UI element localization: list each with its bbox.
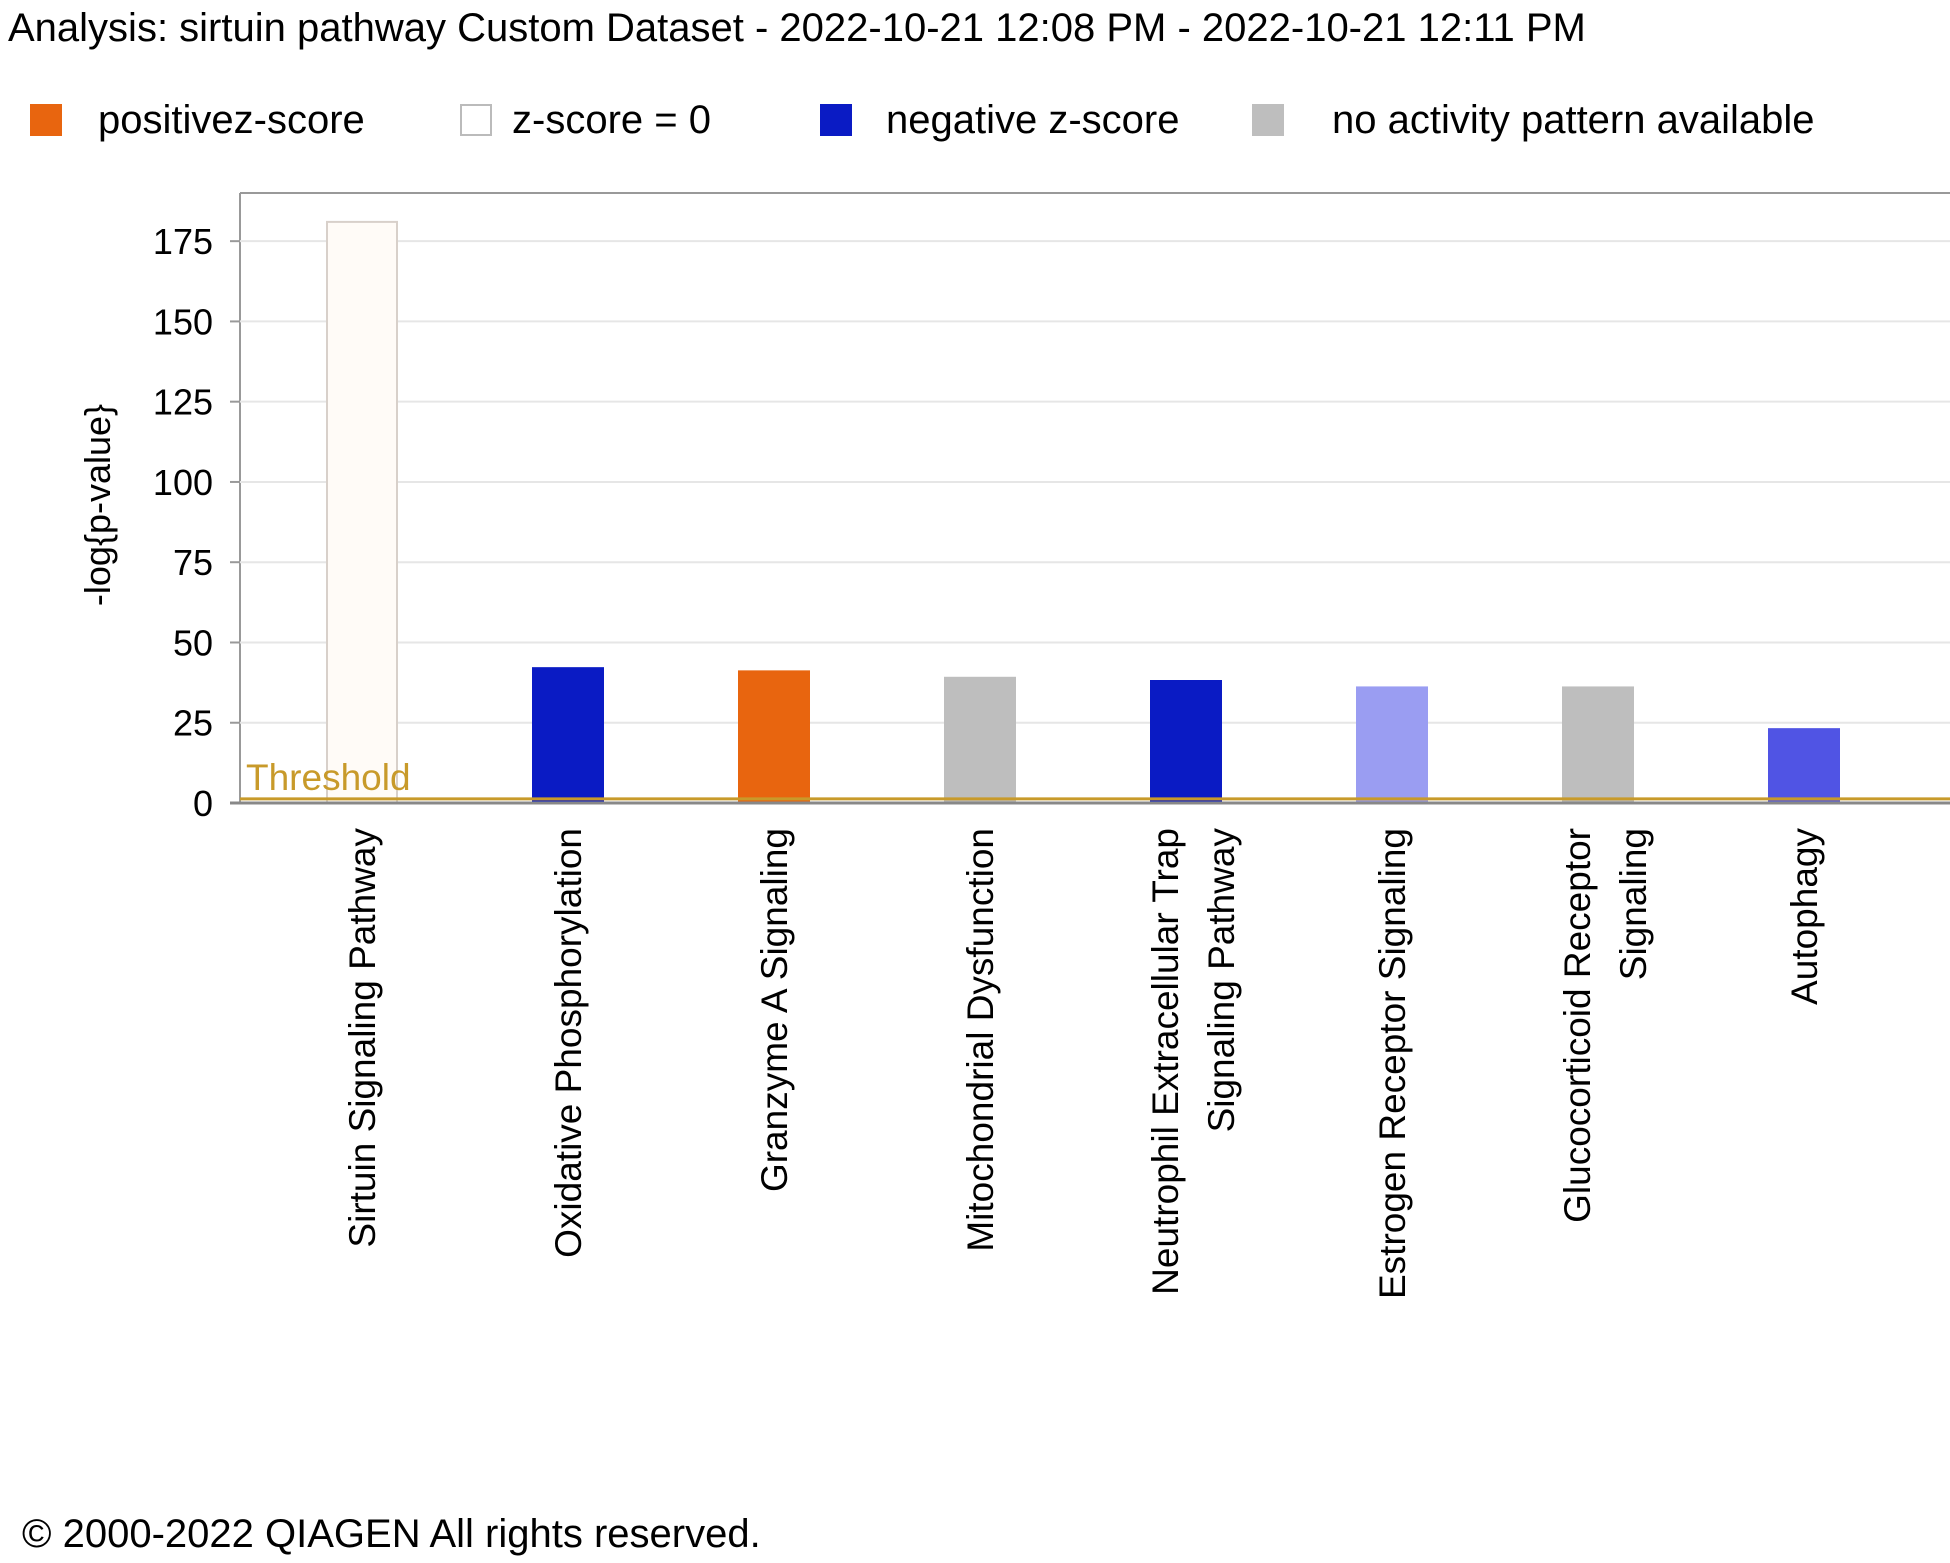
x-category-label: Estrogen Receptor Signaling — [1372, 828, 1413, 1299]
y-tick-label: 25 — [173, 703, 213, 744]
x-category-label: Mitochondrial Dysfunction — [960, 828, 1001, 1252]
bar — [1356, 686, 1428, 805]
legend-swatch-zero — [460, 104, 492, 136]
bar — [738, 670, 810, 804]
x-category-label-line: Neutrophil Extracellular Trap — [1145, 828, 1186, 1295]
x-category-label: Sirtuin Signaling Pathway — [342, 828, 383, 1248]
legend-label-negative: negative z-score — [886, 98, 1180, 142]
y-axis-label: -log{p-value} — [77, 404, 118, 606]
x-category-label: Oxidative Phosphorylation — [548, 828, 589, 1258]
bar-chart: 0 25 50 75 100 125 150 175 -log{p-value} Sirtuin … — [77, 192, 1950, 1299]
y-tick-label: 175 — [153, 221, 213, 262]
x-category-label-line: Sirtuin Signaling Pathway — [342, 828, 383, 1248]
x-category-label-line: Signaling Pathway — [1201, 828, 1242, 1133]
legend-swatch-negative — [820, 104, 852, 136]
y-tick-label: 50 — [173, 622, 213, 663]
legend-label-no-pattern: no activity pattern available — [1332, 98, 1815, 142]
legend-swatch-positive — [30, 104, 62, 136]
x-category-label: Glucocorticoid Receptor Signaling — [1557, 828, 1654, 1223]
bar — [1562, 686, 1634, 805]
y-tick-label: 150 — [153, 301, 213, 342]
x-category-label-line: Autophagy — [1784, 828, 1825, 1005]
bar — [1150, 680, 1222, 804]
legend-label-positive: positivez-score — [98, 98, 365, 142]
threshold-label: Threshold — [246, 757, 411, 798]
copyright-footer: © 2000-2022 QIAGEN All rights reserved. — [22, 1512, 761, 1556]
x-category-label: Autophagy — [1784, 828, 1825, 1005]
x-category-label-line: Mitochondrial Dysfunction — [960, 828, 1001, 1252]
legend-swatch-no-pattern — [1252, 104, 1284, 136]
bar — [326, 220, 398, 805]
x-category-label: Neutrophil Extracellular Trap Signaling P… — [1145, 828, 1242, 1295]
x-category-label-line: Estrogen Receptor Signaling — [1372, 828, 1413, 1299]
x-category-label-line: Glucocorticoid Receptor — [1557, 828, 1598, 1223]
bar — [1768, 728, 1840, 804]
x-category-label-line: Signaling — [1613, 828, 1654, 980]
bar — [944, 676, 1016, 805]
legend-label-zero: z-score = 0 — [512, 98, 711, 142]
y-tick-label: 75 — [173, 542, 213, 583]
bar — [532, 667, 604, 804]
x-category-label-line: Granzyme A Signaling — [754, 828, 795, 1192]
x-category-label: Granzyme A Signaling — [754, 828, 795, 1192]
y-tick-label: 0 — [193, 783, 213, 824]
y-tick-label: 125 — [153, 382, 213, 423]
x-category-label-line: Oxidative Phosphorylation — [548, 828, 589, 1258]
chart-title: Analysis: sirtuin pathway Custom Dataset… — [8, 6, 1586, 50]
y-tick-label: 100 — [153, 462, 213, 503]
